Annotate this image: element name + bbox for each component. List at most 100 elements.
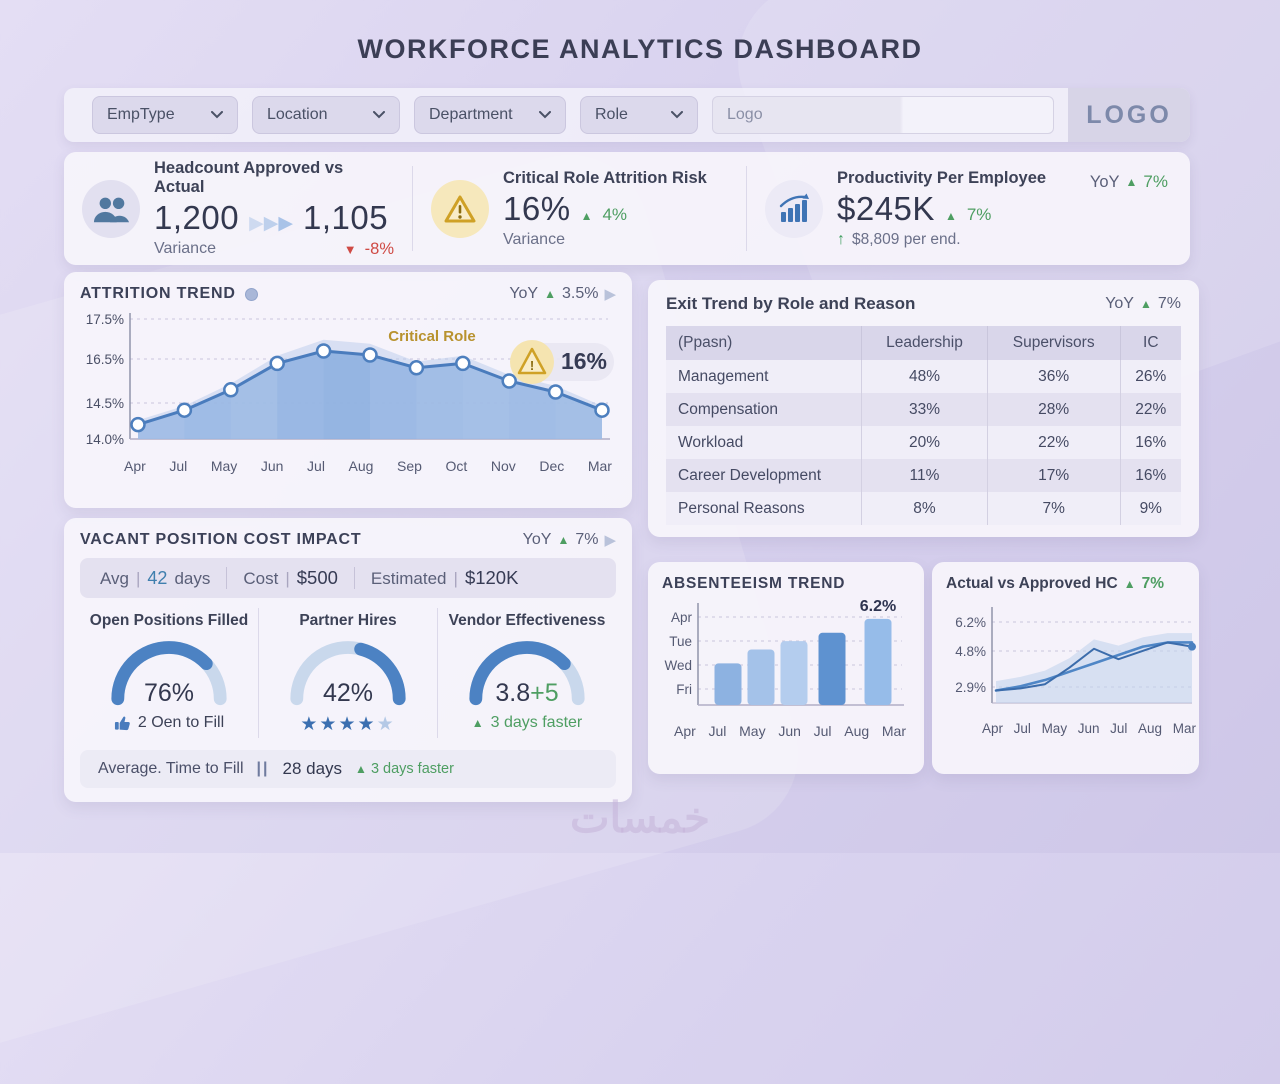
cell-value: 36% bbox=[986, 360, 1121, 393]
up-triangle-icon: ▲ bbox=[471, 716, 484, 730]
x-tick-label: Jul bbox=[307, 458, 325, 474]
card-title: ABSENTEEISM TREND bbox=[662, 575, 846, 592]
row-label: Compensation bbox=[678, 400, 778, 418]
row-label: Management bbox=[678, 367, 769, 385]
table-row: Personal Reasons 8% 7% 9% bbox=[666, 492, 1181, 525]
up-triangle-icon: ▲ bbox=[1123, 577, 1136, 591]
x-tick-label: Jul bbox=[1013, 721, 1031, 736]
yoy-indicator: YoY ▲ 7% bbox=[1105, 295, 1181, 313]
variance-value: -8% bbox=[364, 239, 394, 258]
star-icon: ★ bbox=[376, 714, 396, 735]
approved-value: 1,200 bbox=[154, 198, 240, 236]
yoy-indicator: YoY ▲ 7% bbox=[1090, 172, 1168, 192]
hc-compare-card: Actual vs Approved HC ▲ 7% 6.2% 4.8% 2.9% … bbox=[932, 562, 1199, 774]
logo-input[interactable] bbox=[712, 96, 1054, 134]
yoy-delta: 7% bbox=[1157, 295, 1181, 312]
play-icon[interactable]: ▶ bbox=[604, 532, 616, 549]
x-tick-label: Oct bbox=[445, 458, 468, 474]
divider bbox=[226, 567, 228, 589]
chevron-down-icon bbox=[373, 111, 385, 119]
stat-value: $500 bbox=[296, 567, 338, 588]
x-tick-label: Apr bbox=[124, 458, 146, 474]
yoy-label: YoY bbox=[1105, 295, 1134, 312]
x-tick-label: Mar bbox=[587, 458, 612, 474]
divider bbox=[412, 166, 413, 251]
legend-dot-icon bbox=[244, 287, 258, 301]
x-tick-label: Sep bbox=[397, 458, 422, 474]
page-title: WORKFORCE ANALYTICS DASHBOARD bbox=[357, 34, 923, 64]
cell-value: 20% bbox=[861, 426, 988, 459]
column-header: Leadership bbox=[861, 326, 988, 360]
x-tick-label: Aug bbox=[1138, 721, 1163, 736]
location-dropdown[interactable]: Location bbox=[252, 96, 400, 134]
gauge-value: 42% bbox=[322, 679, 374, 707]
variance-label: Variance bbox=[503, 230, 565, 248]
variance-label: Variance bbox=[154, 240, 216, 257]
exit-table: (Ppasn) Leadership Supervisors IC Management… bbox=[666, 326, 1181, 525]
x-tick-label: Jul bbox=[813, 723, 832, 739]
x-tick-label: Jun bbox=[1077, 721, 1100, 736]
x-tick-label: Dec bbox=[539, 458, 565, 474]
gauge-open-positions: Open Positions Filled 76% 2 Oen to Fill bbox=[80, 608, 258, 738]
star-icon: ★ bbox=[319, 714, 339, 735]
filter-bar: EmpType Location Department Role LOGO bbox=[64, 88, 1190, 142]
stat-value: $120K bbox=[464, 567, 519, 588]
cell-value: 8% bbox=[861, 492, 988, 525]
divider bbox=[746, 166, 747, 251]
x-tick-label: Jul bbox=[169, 458, 188, 474]
column-header: IC bbox=[1119, 326, 1181, 360]
cell-value: 16% bbox=[1119, 426, 1181, 459]
productivity-value: $245K bbox=[837, 189, 935, 227]
star-rating: ★★★★★ bbox=[300, 713, 395, 736]
kpi-title: Productivity Per Employee bbox=[837, 168, 1047, 187]
star-icon: ★ bbox=[300, 714, 320, 735]
cell-value: 9% bbox=[1119, 492, 1181, 525]
footer-value: 28 days bbox=[282, 759, 343, 778]
emptype-dropdown[interactable]: EmpType bbox=[92, 96, 238, 134]
kpi-headcount: Headcount Approved vs Actual 1,200 ▶▶▶ 1… bbox=[64, 152, 412, 265]
kpi-row: Headcount Approved vs Actual 1,200 ▶▶▶ 1… bbox=[64, 152, 1190, 265]
logo-button[interactable]: LOGO bbox=[1068, 88, 1190, 142]
dropdown-label: Department bbox=[429, 106, 513, 123]
cell-value: 11% bbox=[861, 459, 988, 492]
gauge-footer: 2 Oen to Fill bbox=[114, 714, 224, 732]
play-icon[interactable]: ▶ bbox=[604, 286, 616, 303]
separator: | bbox=[285, 569, 290, 588]
triple-arrow-icon: ▶▶▶ bbox=[249, 212, 293, 234]
up-triangle-icon: ▲ bbox=[580, 208, 593, 223]
cell-value: 22% bbox=[1119, 393, 1181, 426]
table-row: Management 48% 36% 26% bbox=[666, 360, 1181, 393]
x-tick-label: Nov bbox=[490, 458, 516, 474]
x-tick-label: Mar bbox=[881, 723, 906, 739]
gauge-row: Open Positions Filled 76% 2 Oen to Fill … bbox=[80, 608, 616, 738]
chevron-down-icon bbox=[211, 111, 223, 119]
x-axis-labels: Apr Jul May Jun Jul Aug Sep Oct Nov Dec Mar bbox=[124, 458, 612, 474]
department-dropdown[interactable]: Department bbox=[414, 96, 566, 134]
gauge-title: Partner Hires bbox=[299, 612, 397, 629]
separator: | bbox=[453, 569, 458, 588]
cell-value: 48% bbox=[861, 360, 988, 393]
risk-value: 16% bbox=[503, 189, 571, 227]
bar-chart-growth-icon bbox=[765, 179, 823, 238]
yoy-label: YoY bbox=[509, 285, 539, 302]
role-dropdown[interactable]: Role bbox=[580, 96, 698, 134]
cell-value: 26% bbox=[1119, 360, 1181, 393]
footer-delta: ▲ 3 days faster bbox=[355, 761, 454, 777]
svg-text:2.9%: 2.9% bbox=[955, 680, 986, 695]
svg-text:6.2%: 6.2% bbox=[955, 615, 986, 630]
svg-text:Tue: Tue bbox=[669, 634, 692, 649]
pause-icon: || bbox=[256, 760, 270, 777]
x-tick-label: May bbox=[1041, 721, 1068, 736]
attrition-trend-card: ATTRITION TREND YoY ▲ 3.5% ▶ 17.5% 16.5% 1… bbox=[64, 272, 632, 508]
chevron-down-icon bbox=[539, 111, 551, 119]
kpi-productivity: Productivity Per Employee $245K ▲ 7% ↑ $… bbox=[747, 152, 1190, 265]
warning-icon bbox=[431, 179, 489, 238]
gauge-partner-hires: Partner Hires 42% ★★★★★ bbox=[258, 608, 437, 738]
star-icon: ★ bbox=[338, 714, 358, 735]
yoy-indicator: YoY ▲ 3.5% ▶ bbox=[509, 285, 616, 303]
productivity-note: $8,809 per end. bbox=[852, 230, 961, 248]
up-triangle-icon: ▲ bbox=[1139, 297, 1152, 311]
up-triangle-icon: ▲ bbox=[557, 533, 570, 547]
x-tick-label: May bbox=[739, 723, 766, 739]
gauge-title: Open Positions Filled bbox=[89, 612, 249, 629]
